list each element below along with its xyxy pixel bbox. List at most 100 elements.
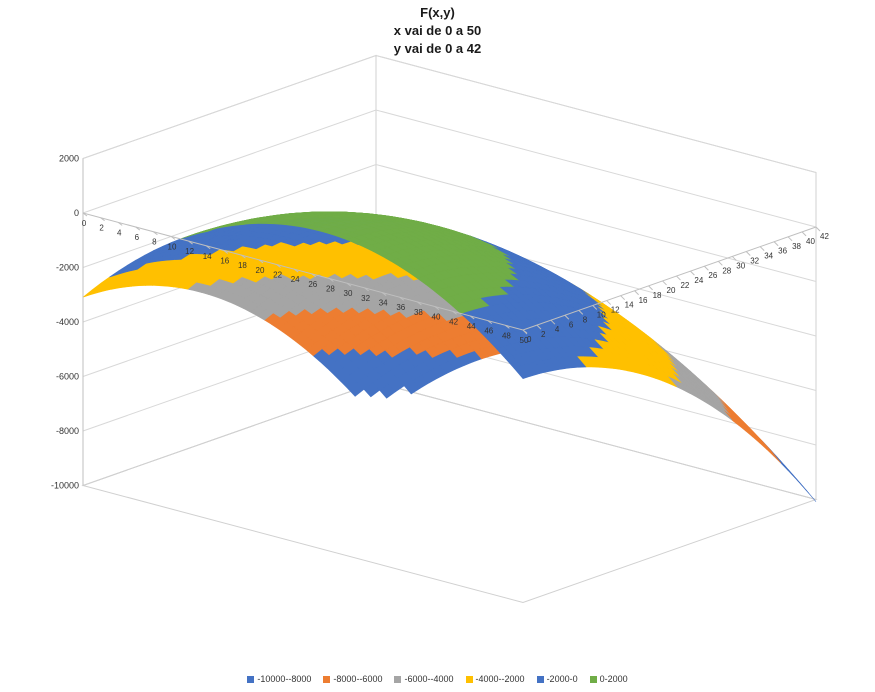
y-tick-label: 26 [708,271,717,280]
z-tick-label: -4000 [56,317,79,327]
x-axis-line [82,212,524,331]
z-gridline [82,163,817,282]
z-tick-label: 2000 [59,154,79,164]
x-tick [293,268,299,273]
x-tick [205,245,211,250]
x-tick-label: 28 [326,285,335,294]
x-tick-label: 40 [432,313,441,322]
chart-subtitle-y: y vai de 0 a 42 [393,41,482,56]
y-tick [522,329,528,335]
x-tick [434,306,440,311]
legend-item: 0-2000 [589,674,628,684]
y-tick [676,275,681,281]
y-tick [704,265,709,271]
x-tick [276,264,281,268]
chart-title: F(x,y) [420,5,455,20]
y-tick [690,270,695,276]
y-tick-label: 18 [653,291,662,300]
x-tick [469,315,475,320]
y-tick [606,300,612,305]
y-tick-label: 28 [722,266,731,275]
y-tick-label: 40 [806,237,815,246]
x-tick [505,324,510,329]
y-tick-label: 12 [611,306,620,315]
y-tick-label: 20 [667,286,676,295]
y-tick [717,260,723,266]
chart-legend: -10000--8000 -8000--6000 -6000--4000 -4000-… [0,674,875,684]
z-gridline [82,109,817,228]
legend-label: -2000-0 [546,674,578,684]
legend-label: 0-2000 [599,674,628,684]
y-tick-label: 14 [625,301,634,310]
y-tick-label: 42 [820,232,829,241]
x-tick-label: 18 [238,261,247,270]
z-tick-label: -10000 [51,481,79,491]
x-tick-label: 16 [220,256,229,265]
x-tick [311,273,317,278]
x-tick [417,301,422,306]
legend-label: -10000--8000 [257,674,312,684]
y-tick [759,246,765,251]
x-tick-label: 38 [414,308,423,317]
x-tick-label: 4 [117,228,122,237]
y-tick-label: 22 [680,281,689,290]
y-tick [773,241,779,247]
x-tick-label: 12 [185,247,194,256]
x-tick [346,282,352,287]
x-tick [399,296,405,301]
legend-item: -6000--4000 [394,674,454,684]
x-tick [153,231,158,236]
x-tick-label: 22 [273,270,282,279]
legend-swatch [323,675,331,683]
x-tick-label: 0 [82,219,87,228]
y-tick-label: 36 [778,247,787,256]
x-tick-label: 46 [484,327,493,336]
x-tick-label: 24 [291,275,300,284]
y-tick-label: 8 [583,315,588,324]
y-tick [745,251,751,256]
y-tick-label: 2 [541,330,546,339]
y-tick [620,295,626,301]
legend-swatch [536,675,544,683]
z-tick-label: -6000 [56,372,79,382]
z-tick-label: -8000 [56,426,79,436]
legend-item: -10000--8000 [247,674,311,684]
y-tick [662,280,667,286]
x-tick-label: 34 [379,299,388,308]
x-tick [381,292,387,296]
y-tick-label: 30 [736,261,745,270]
y-tick-label: 10 [597,310,606,319]
x-tick [364,287,369,292]
x-tick [117,221,123,226]
x-tick-label: 48 [502,331,511,340]
z-tick-label: 0 [74,208,79,218]
y-tick [578,310,584,315]
y-tick [550,319,556,325]
x-tick [241,254,246,259]
x-tick [188,240,193,245]
chart-subtitle-x: x vai de 0 a 50 [393,23,482,38]
x-tick-label: 32 [361,294,370,303]
y-tick [815,226,821,232]
x-tick-label: 2 [99,224,104,233]
legend-swatch [394,675,402,683]
legend-item: -8000--6000 [323,674,382,684]
legend-item: -2000-0 [536,674,578,684]
x-tick [82,212,88,217]
x-tick [329,278,334,282]
x-tick-label: 50 [520,336,529,345]
legend-label: -6000--4000 [404,674,454,684]
x-tick [100,217,105,222]
legend-label: -4000--2000 [475,674,525,684]
x-tick-label: 20 [256,266,265,275]
legend-item: -4000--2000 [465,674,525,684]
y-tick [787,236,793,242]
y-tick [801,231,807,237]
y-tick-label: 16 [639,296,648,305]
chart-title-block: F(x,y) x vai de 0 a 50 y vai de 0 a 42 [0,4,875,58]
y-tick [536,324,542,330]
y-tick-label: 0 [527,335,532,344]
y-tick-label: 32 [750,257,759,266]
x-tick [487,320,493,325]
